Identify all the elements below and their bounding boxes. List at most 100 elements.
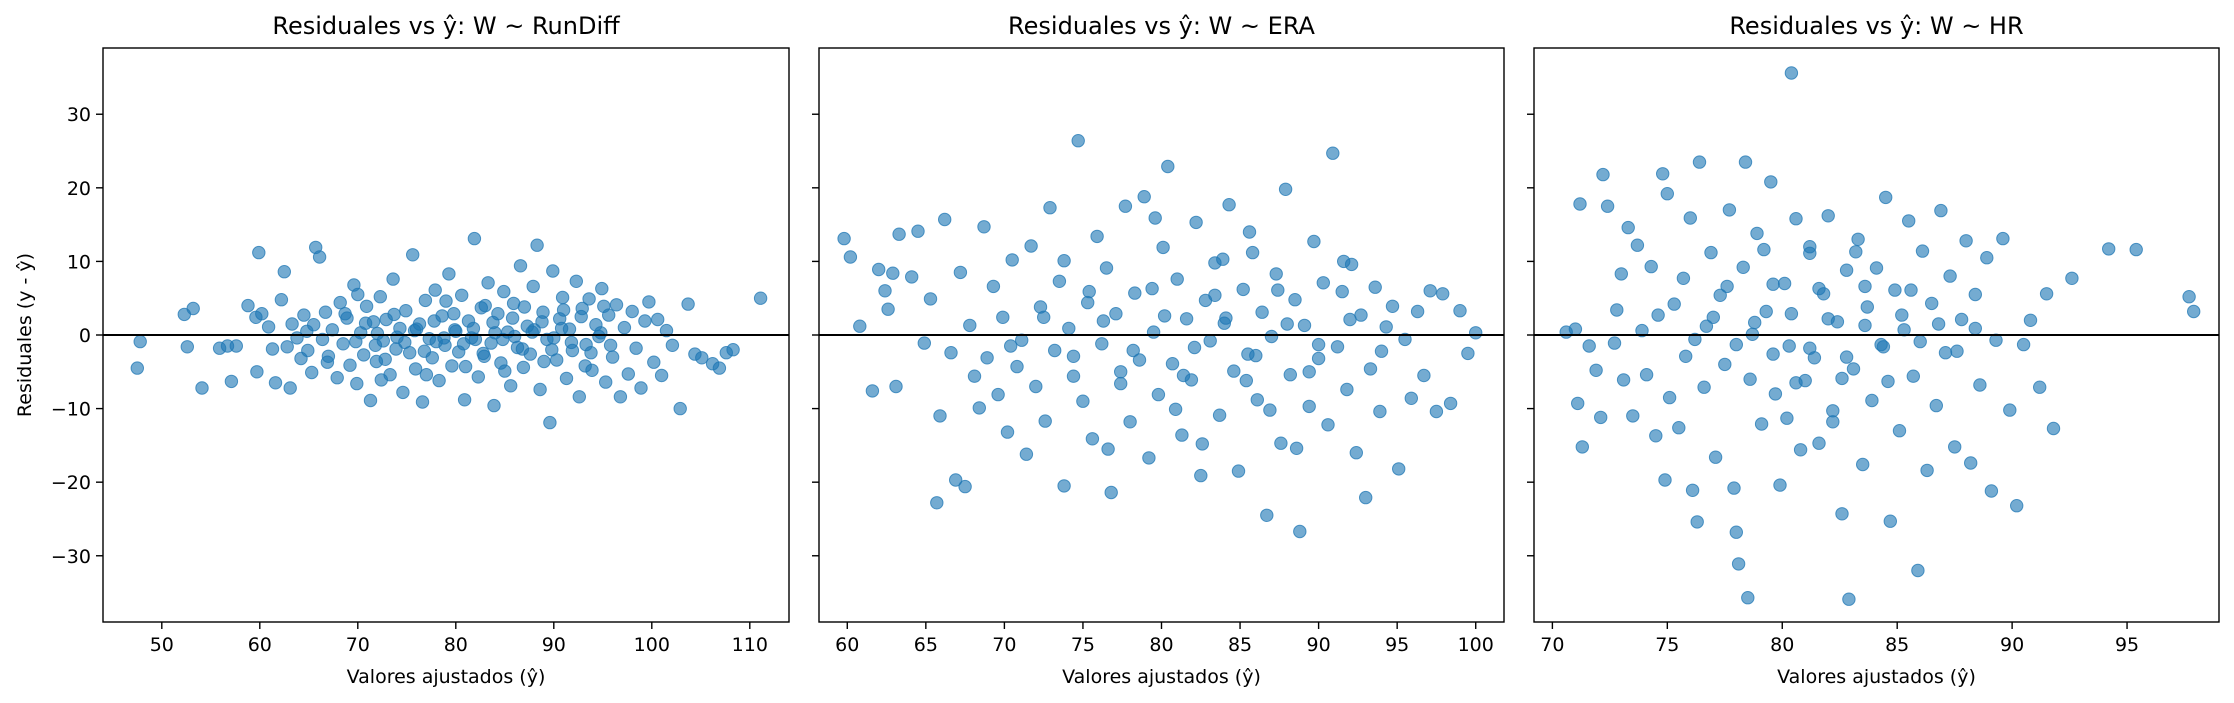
scatter-point [2129,242,2143,257]
scatter-point [409,322,424,336]
scatter-point [1938,346,1953,360]
scatter-point [1851,232,1865,247]
scatter-point [1368,280,1382,294]
scatter-point [1137,190,1151,204]
scatter-point [419,368,434,382]
scatter-point [1881,374,1895,389]
scatter-point [458,359,473,374]
y-tick-label: 30 [67,104,91,126]
scatter-point [1856,457,1870,472]
scatter-point [726,343,740,357]
scatter-point [320,355,335,369]
scatter-point [865,384,880,398]
scatter-point [878,284,892,298]
scatter-point [1667,297,1681,311]
scatter-point [535,315,549,329]
scatter-point [1104,485,1118,500]
scatter-point [1672,421,1686,435]
scatter-point [1168,402,1183,416]
scatter-point [1821,312,1835,326]
scatter-point [613,390,628,404]
scatter-point [1685,483,1700,497]
scatter-point [1212,408,1227,422]
x-tick-label: 60 [835,634,859,656]
scatter-point [456,337,471,351]
scatter-point [1385,299,1400,313]
scatter-point [938,212,952,227]
scatter-point [923,292,938,306]
scatter-point [1307,234,1321,249]
scatter-point [1803,341,1817,355]
scatter-point [1610,303,1624,317]
x-axis-label: Valores ajustados (ŷ) [1777,666,1976,688]
scatter-point [418,293,433,308]
scatter-point [1004,339,1018,353]
scatter-point [1302,365,1316,379]
scatter-point [917,336,931,350]
scatter-point [621,367,635,381]
scatter-point [1335,284,1349,299]
x-tick-label: 90 [1307,634,1331,656]
scatter-point [1392,462,1406,476]
chart-title: Residuales vs ŷ: W ~ HR [1729,12,2023,40]
scatter-point [647,355,661,369]
scatter-point [1271,283,1285,297]
scatter-point [1170,272,1184,286]
scatter-point [1616,373,1631,387]
x-tick-label: 90 [542,634,566,656]
scatter-point [268,376,283,390]
scatter-point [333,295,347,310]
scatter-point [280,340,294,354]
scatter-point [1052,274,1067,288]
scatter-point [250,365,264,379]
scatter-point [1607,336,1622,350]
scatter-point [318,305,333,319]
scatter-point [1101,442,1115,456]
scatter-point [1066,349,1081,363]
scatter-point [1803,240,1817,254]
scatter-point [1676,271,1691,285]
scatter-point [186,301,200,316]
scatter-point [466,321,481,336]
y-tick-label: 0 [79,325,91,347]
scatter-point [963,318,977,333]
scatter-point [953,265,968,280]
scatter-point [1575,440,1590,454]
scatter-point [1750,226,1764,241]
scatter-point [530,238,544,252]
scatter-point [1250,393,1265,407]
scatter-point [1768,387,1783,401]
scatter-point [1954,312,1969,327]
scatter-point [651,312,665,327]
scatter-point [1096,314,1111,328]
scatter-point [358,316,373,330]
scatter-point [569,274,583,288]
scatter-point [1398,332,1412,347]
y-tick-label: −20 [51,472,91,494]
scatter-point [1132,353,1147,367]
scatter-point [905,270,919,284]
scatter-point [1289,441,1304,455]
x-tick-label: 70 [1540,634,1564,656]
scatter-point [1934,203,1948,218]
scatter-point [1968,321,1983,336]
scatter-point [1757,242,1771,257]
scatter-point [487,398,501,413]
scatter-point [1573,197,1587,211]
scatter-point [224,374,239,389]
scatter-point [1187,340,1202,355]
scatter-point [1321,418,1335,432]
scatter-point [1780,411,1794,425]
scatter-point [543,415,557,430]
scatter-point [1330,340,1345,354]
scatter-point [1443,396,1458,411]
x-tick-label: 80 [1770,634,1794,656]
scatter-point [1263,403,1277,417]
scatter-point [1782,339,1796,353]
scatter-point [445,359,459,373]
x-tick-label: 80 [444,634,468,656]
scatter-point [564,335,579,350]
scatter-point [980,351,994,365]
x-tick-label: 100 [1458,634,1494,656]
scatter-point [368,338,383,352]
